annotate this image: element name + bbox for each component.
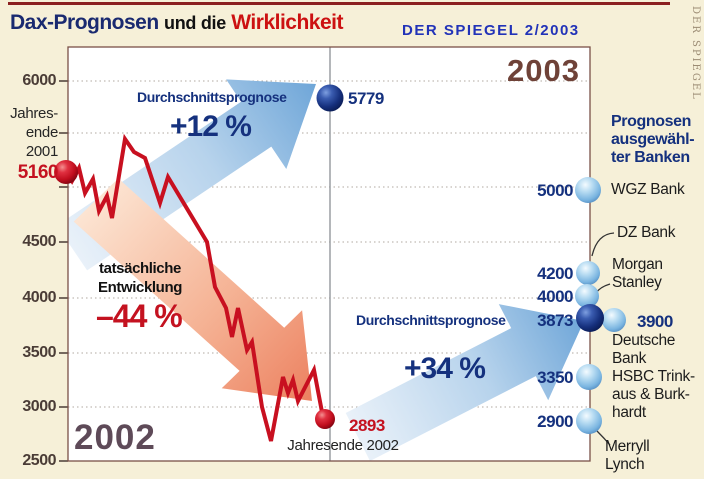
start-label-line1: Jahres- xyxy=(10,105,58,122)
title-dax-prognosen: Dax-Prognosen xyxy=(10,11,159,34)
bank-value-deutsche: 3900 xyxy=(637,312,673,331)
vertical-brand-label: DER SPIEGEL xyxy=(690,6,701,101)
bank-value-morgan: 4000 xyxy=(537,287,573,306)
bank-name-deutsche-line1: Deutsche xyxy=(612,332,676,349)
point-forecast-3873 xyxy=(576,304,604,332)
point-jahresende-2001 xyxy=(54,160,78,184)
start-value-5160: 5160 xyxy=(17,162,59,183)
bank-name-hsbc-line2: aus & Burk- xyxy=(612,386,690,403)
bank-name-hsbc-line1: HSBC Trink- xyxy=(612,368,695,385)
banks-header-line1: Prognosen xyxy=(611,113,691,130)
bank-name-merrill-line1: Merryll xyxy=(605,438,650,455)
y-tick-4000: 4000 xyxy=(22,289,56,306)
bank-name-morgan-line1: Morgan xyxy=(612,256,663,273)
point-wgz-5000 xyxy=(575,177,601,203)
point-merrill-2900 xyxy=(576,408,602,434)
plot-border xyxy=(67,46,591,462)
forecast-2003-pct: +34 % xyxy=(404,352,486,385)
banks-header-line3: ter Banken xyxy=(611,149,690,166)
actual-pct: –44 % xyxy=(96,298,183,334)
point-deutsche-3900 xyxy=(602,308,626,332)
point-dz-4200 xyxy=(576,261,600,285)
start-label-line3: 2001 xyxy=(25,143,58,160)
forecast-2002-pct: +12 % xyxy=(170,110,252,143)
data-points xyxy=(54,84,626,434)
bank-name-wgz: WGZ Bank xyxy=(611,181,685,198)
top-rule xyxy=(8,2,670,5)
year-label-2003: 2003 xyxy=(507,53,580,88)
y-tick-3500: 3500 xyxy=(22,344,56,361)
forecast-2003-value: 3873 xyxy=(537,311,573,330)
title-wirklichkeit: Wirklichkeit xyxy=(231,11,343,34)
end-caption: Jahresende 2002 xyxy=(287,437,399,454)
banks-header-line2: ausgewähl- xyxy=(611,131,695,148)
y-tick-2500: 2500 xyxy=(22,452,56,469)
y-tick-3000: 3000 xyxy=(22,398,56,415)
year-label-2002: 2002 xyxy=(74,418,156,457)
bank-name-morgan-line2: Stanley xyxy=(612,274,662,291)
forecast-2002-value: 5779 xyxy=(348,89,384,108)
bank-value-merrill: 2900 xyxy=(537,412,573,431)
point-morgan-4000 xyxy=(575,284,599,308)
page-title: Dax-Prognosen und die Wirklichkeit xyxy=(10,11,343,35)
bank-value-wgz: 5000 xyxy=(537,181,573,200)
actual-label-line2: Entwicklung xyxy=(98,279,182,296)
start-label-line2: ende xyxy=(25,124,58,141)
end-value-2893: 2893 xyxy=(349,416,385,435)
point-hsbc-3350 xyxy=(576,364,602,390)
axis-ticks xyxy=(59,80,68,462)
y-tick-6000: 6000 xyxy=(22,72,56,89)
banks-header: Prognosen ausgewähl- ter Banken xyxy=(611,113,695,167)
bank-name-dz: DZ Bank xyxy=(617,224,676,241)
point-forecast-5779 xyxy=(316,84,344,112)
dax-actual-line xyxy=(68,133,327,442)
forecast-2003-label: Durchschnittsprognose xyxy=(356,312,506,328)
y-tick-4500: 4500 xyxy=(22,233,56,250)
actual-label-line1: tatsächliche xyxy=(99,260,181,277)
bank-name-deutsche-line2: Bank xyxy=(612,350,647,367)
bank-value-dz: 4200 xyxy=(537,264,573,283)
forecast-2003-arrow xyxy=(345,304,584,461)
title-connector: und die xyxy=(164,13,226,33)
forecast-2002-label: Durchschnittsprognose xyxy=(137,89,287,105)
bank-name-merrill-line2: Lynch xyxy=(605,456,645,473)
point-jahresende-2002 xyxy=(315,409,335,429)
bank-name-hsbc-line3: hardt xyxy=(612,404,646,421)
source-label: DER SPIEGEL 2/2003 xyxy=(402,22,580,39)
bank-value-hsbc: 3350 xyxy=(537,368,573,387)
